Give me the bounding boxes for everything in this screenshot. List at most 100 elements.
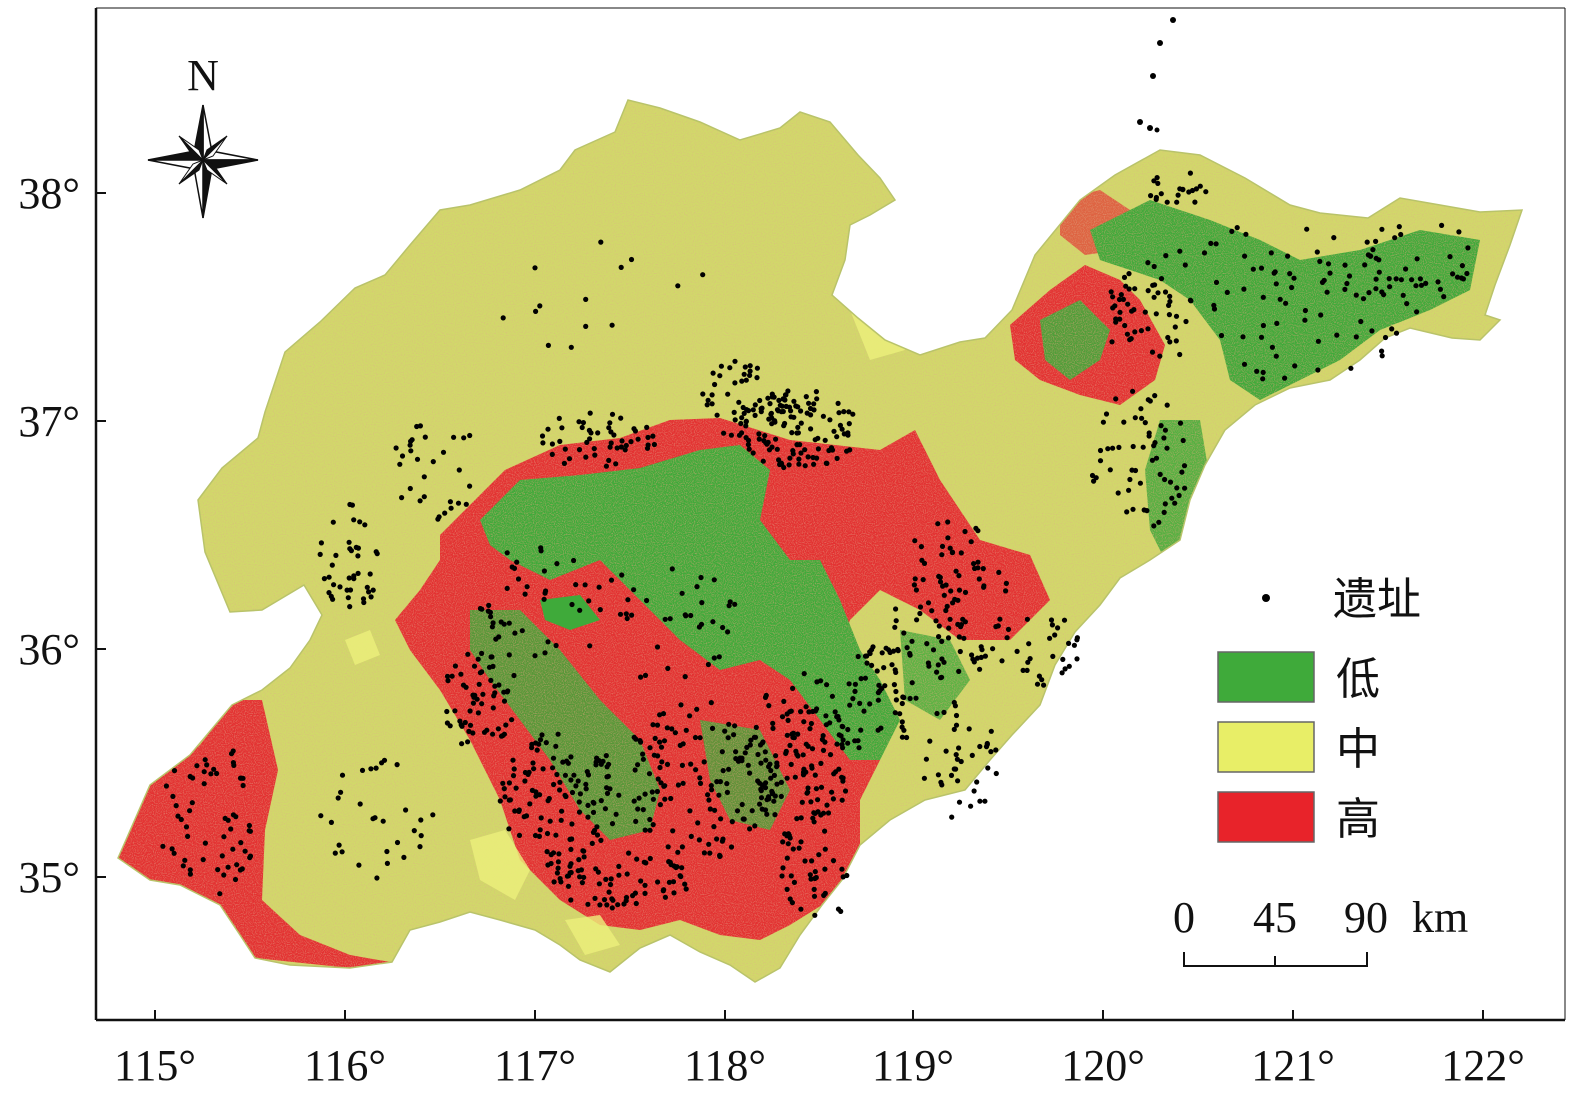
site-dot <box>442 510 448 516</box>
site-dot <box>1274 320 1280 326</box>
site-dot <box>780 865 786 871</box>
site-dot <box>479 701 485 707</box>
site-dot <box>549 451 555 457</box>
site-dot <box>822 890 828 897</box>
site-dot <box>606 425 612 431</box>
site-dot <box>762 433 768 439</box>
site-dot <box>944 603 950 610</box>
site-dot <box>993 747 999 753</box>
site-dot <box>661 738 668 744</box>
site-dot <box>768 775 774 781</box>
site-dot <box>501 621 507 627</box>
site-dot <box>189 800 195 806</box>
site-dot <box>1164 445 1170 451</box>
site-dot <box>761 438 767 444</box>
site-dot <box>807 872 813 878</box>
site-dot <box>1026 641 1032 647</box>
site-dot <box>592 895 598 902</box>
site-dot <box>587 436 593 442</box>
site-dot <box>175 813 181 819</box>
site-dot <box>533 789 539 795</box>
site-dot <box>356 862 362 868</box>
site-dot <box>575 868 581 874</box>
site-dot <box>760 458 766 464</box>
site-dot <box>939 674 945 680</box>
site-dot <box>1409 277 1415 283</box>
site-dot <box>1181 463 1188 469</box>
site-dot <box>657 739 663 745</box>
site-dot <box>512 630 518 636</box>
site-dot <box>613 811 619 817</box>
site-dot <box>362 522 368 528</box>
site-dot <box>818 760 824 767</box>
site-dot <box>554 870 561 876</box>
site-dot <box>867 649 873 655</box>
site-dot <box>840 778 846 784</box>
site-dot <box>752 823 758 829</box>
site-dot <box>891 682 898 688</box>
site-dot <box>332 850 338 856</box>
site-dot <box>1389 326 1395 332</box>
site-dot <box>893 606 899 612</box>
site-dot <box>422 434 428 440</box>
site-dot <box>706 797 712 803</box>
site-dot <box>1174 199 1180 205</box>
site-dot <box>230 812 236 818</box>
site-dot <box>806 709 812 715</box>
site-dot <box>180 863 186 869</box>
site-dot <box>1153 311 1159 317</box>
site-dot <box>449 673 455 679</box>
site-dot <box>606 889 612 895</box>
site-dot <box>445 678 451 684</box>
site-dot <box>971 561 977 567</box>
site-dot <box>934 669 940 675</box>
site-dot <box>945 535 951 541</box>
site-dot <box>861 708 867 714</box>
site-dot <box>624 615 630 622</box>
site-dot <box>1327 270 1333 276</box>
site-dot <box>505 688 511 694</box>
site-dot <box>444 673 451 679</box>
site-dot <box>841 409 847 415</box>
site-dot <box>1242 253 1248 259</box>
site-dot <box>1241 361 1248 367</box>
site-dot <box>633 900 639 907</box>
site-dot <box>190 775 196 781</box>
site-dot <box>498 733 505 739</box>
site-dot <box>1182 485 1188 491</box>
site-dot <box>958 758 964 765</box>
site-dot <box>803 704 809 710</box>
site-dot <box>646 771 653 777</box>
site-dot <box>755 778 761 784</box>
site-dot <box>641 859 647 865</box>
site-dot <box>975 528 981 534</box>
site-dot <box>436 514 442 520</box>
site-dot <box>811 893 818 899</box>
site-dot <box>492 683 498 689</box>
site-dot <box>754 375 760 381</box>
site-dot <box>758 786 764 792</box>
site-dot <box>553 642 559 649</box>
site-dot <box>246 822 252 829</box>
site-dot <box>448 505 454 511</box>
site-dot <box>1049 622 1055 628</box>
site-dot <box>644 424 650 430</box>
site-dot <box>956 573 962 579</box>
site-dot <box>819 736 826 743</box>
site-dot <box>956 745 962 751</box>
site-dot <box>589 840 595 847</box>
site-dot <box>953 712 960 719</box>
site-dot <box>783 750 789 757</box>
site-dot <box>835 906 842 912</box>
site-dot <box>796 461 802 467</box>
site-dot <box>850 411 856 417</box>
site-dot <box>634 856 640 862</box>
site-dot <box>330 519 336 525</box>
scale-unit: km <box>1412 893 1468 942</box>
site-dot <box>745 442 752 448</box>
site-dot <box>785 841 791 847</box>
site-dot <box>776 397 782 403</box>
site-dot <box>1130 443 1136 450</box>
site-dot <box>496 682 502 688</box>
legend-medium-swatch <box>1217 721 1315 773</box>
